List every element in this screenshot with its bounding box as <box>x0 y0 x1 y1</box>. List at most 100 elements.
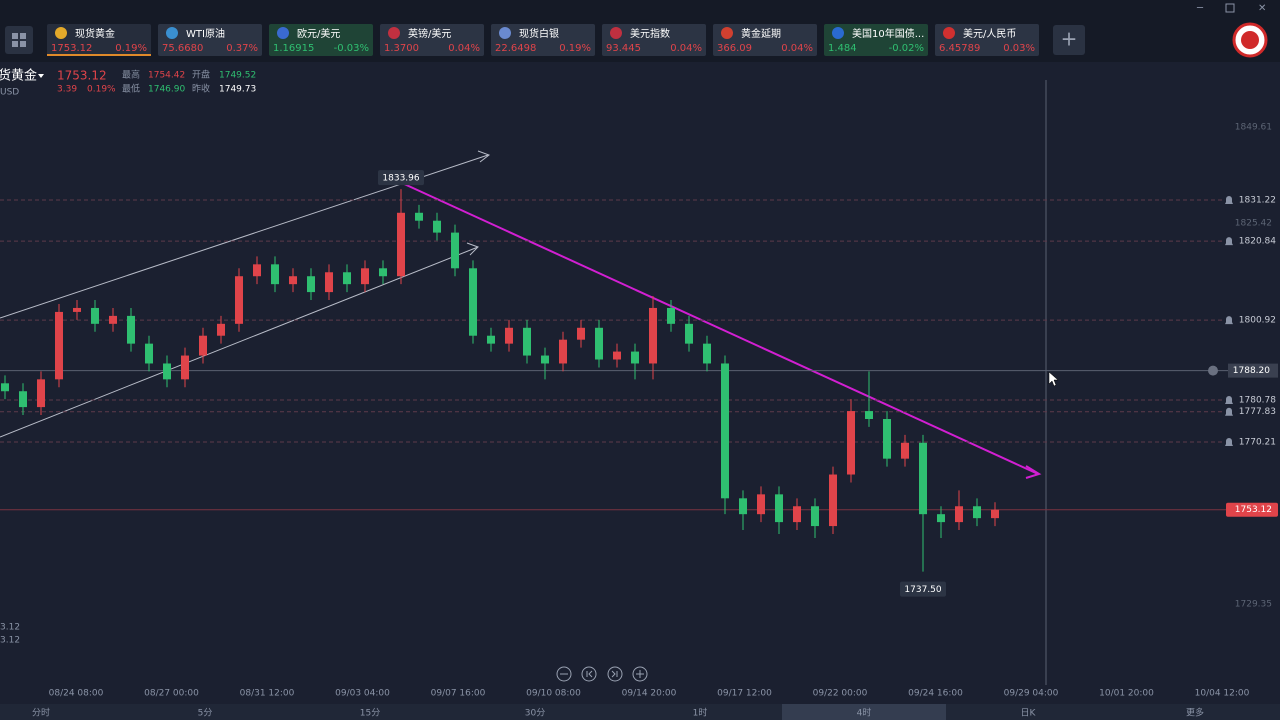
bell-icon[interactable] <box>1225 237 1233 246</box>
left-label: 3.12 <box>0 636 20 646</box>
tab-price: 1753.12 <box>51 43 92 54</box>
x-label: 09/29 04:00 <box>1004 689 1059 699</box>
timeframe-bar <box>0 704 1280 720</box>
tab-price: 1.484 <box>828 43 857 54</box>
tab-change: -0.02% <box>889 43 924 54</box>
candle-body <box>991 509 999 519</box>
candle-body <box>415 212 423 221</box>
candle-body <box>37 379 45 408</box>
candle-body <box>649 307 657 364</box>
tab[interactable] <box>269 24 373 56</box>
tab[interactable] <box>158 24 262 56</box>
high: 1754.42 <box>148 71 185 81</box>
timeframe[interactable]: 日K <box>1021 708 1037 719</box>
tab-icon <box>55 27 67 39</box>
x-label: 09/14 20:00 <box>622 689 677 699</box>
candle-body <box>325 272 333 293</box>
price-tick-label: 1849.61 <box>1235 123 1272 133</box>
tab-price: 1.3700 <box>384 43 419 54</box>
tab-icon <box>499 27 511 39</box>
tab-change: 0.19% <box>115 43 147 54</box>
menu-button[interactable] <box>5 26 33 54</box>
low-label: 最低 <box>122 83 140 95</box>
timeframe[interactable]: 更多 <box>1186 707 1204 719</box>
candle-body <box>343 272 351 285</box>
timeframe[interactable]: 15分 <box>360 708 380 719</box>
candle-body <box>271 264 279 285</box>
price-tick-label: 1729.35 <box>1235 600 1272 610</box>
timeframe[interactable]: 分时 <box>32 707 50 719</box>
tab-name: 欧元/美元 <box>297 27 340 40</box>
alert-label-box <box>1236 404 1278 419</box>
candle-body <box>631 351 639 364</box>
bell-icon[interactable] <box>1225 437 1233 446</box>
tab-change: 0.37% <box>226 43 258 54</box>
tab-name: 现货白银 <box>519 27 559 40</box>
candle-body <box>361 268 369 285</box>
tab-price: 22.6498 <box>495 43 536 54</box>
tab-name: 现货黄金 <box>75 27 115 40</box>
candle-body <box>595 327 603 360</box>
tab-underline <box>47 54 151 56</box>
x-label: 09/24 16:00 <box>908 689 963 699</box>
tab-price: 366.09 <box>717 43 752 54</box>
candle-body <box>793 506 801 523</box>
tab[interactable] <box>713 24 817 56</box>
tab-price: 93.445 <box>606 43 641 54</box>
tab-icon <box>277 27 289 39</box>
annotation-box <box>900 581 946 597</box>
price-tick-label: 1825.42 <box>1235 219 1272 229</box>
timeframe[interactable]: 5分 <box>198 708 213 719</box>
add-tab-button[interactable] <box>1053 25 1085 55</box>
trend-line <box>401 182 1042 479</box>
tab[interactable] <box>824 24 928 56</box>
tab-icon <box>832 27 844 39</box>
add-icon: + <box>1061 27 1078 51</box>
annotation: 1737.50 <box>904 585 941 595</box>
symbol-title[interactable]: 货黄金 <box>0 68 37 84</box>
menu-icon <box>12 33 26 47</box>
bell-icon[interactable] <box>1208 365 1218 376</box>
change-pct: 0.19% <box>87 85 116 95</box>
low: 1746.90 <box>148 85 185 95</box>
alert-label: 1780.78 <box>1239 396 1276 406</box>
candle-body <box>685 323 693 344</box>
tab-price: 75.6680 <box>162 43 203 54</box>
minimize[interactable]: ─ <box>1196 3 1204 14</box>
change: 3.39 <box>57 85 77 95</box>
high-label: 最高 <box>122 69 140 81</box>
tab[interactable] <box>602 24 706 56</box>
tab[interactable] <box>491 24 595 56</box>
timeframe[interactable]: 30分 <box>525 708 545 719</box>
tab-price: 1.16915 <box>273 43 314 54</box>
zoom-controls[interactable] <box>556 666 648 682</box>
tab-price: 6.45789 <box>939 43 980 54</box>
crosshair-label-box <box>1228 363 1278 378</box>
bell-icon[interactable] <box>1225 196 1233 205</box>
candle-body <box>163 363 171 380</box>
channel-lines <box>0 150 491 438</box>
candle-body <box>73 307 81 312</box>
x-label: 09/07 16:00 <box>431 689 486 699</box>
timeframe[interactable]: 1时 <box>693 707 708 719</box>
bell-icon[interactable] <box>1225 316 1233 325</box>
candle-body <box>937 514 945 523</box>
tab[interactable] <box>380 24 484 56</box>
maximize[interactable] <box>1225 3 1235 13</box>
alert-label: 1800.92 <box>1239 316 1276 326</box>
tab[interactable] <box>47 24 151 56</box>
tab[interactable] <box>935 24 1039 56</box>
alert-label-box <box>1236 234 1278 249</box>
close[interactable]: ✕ <box>1258 3 1266 14</box>
candle-body <box>865 411 873 419</box>
tab-icon <box>721 27 733 39</box>
x-label: 08/24 08:00 <box>49 689 104 699</box>
bell-icon[interactable] <box>1225 407 1233 416</box>
candle-body <box>901 442 909 459</box>
candle-body <box>397 212 405 277</box>
candle-body <box>847 411 855 475</box>
timeframe[interactable]: 4时 <box>857 707 872 719</box>
bell-icon[interactable] <box>1225 396 1233 405</box>
left-label: 3.12 <box>0 623 20 633</box>
